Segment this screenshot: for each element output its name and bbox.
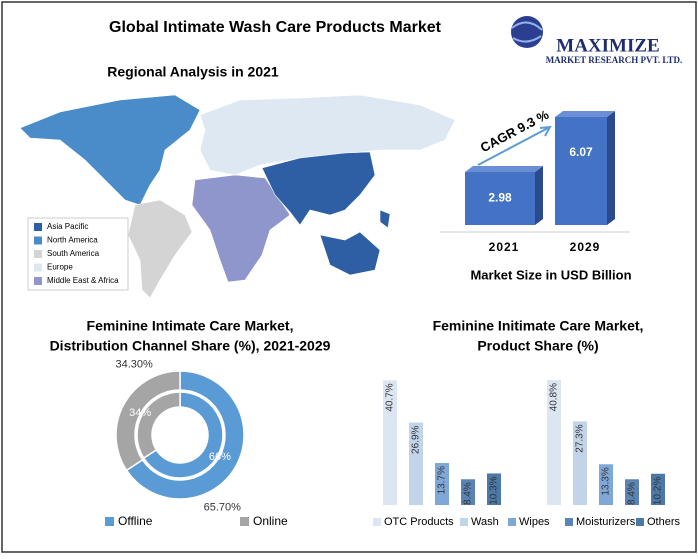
x-axis-label: Market Size in USD Billion [470,267,631,282]
category-label: 2029 [570,240,601,254]
legend-label: Europe [47,263,73,272]
chart-title: Distribution Channel Share (%), 2021-202… [50,338,331,354]
legend-swatch [240,517,249,526]
europe [199,94,456,176]
legend-label: Middle East & Africa [47,276,119,285]
donut-slice [125,370,245,500]
legend-swatch [508,518,516,526]
value-label: 8.4% [627,482,638,505]
value-label: 10.3% [489,476,500,504]
chart-title: Feminine Initimate Care Market, [433,318,644,334]
logo-name: MAXIMIZE [556,35,659,56]
legend-swatch [34,236,42,245]
value-label: 34.30% [115,359,153,371]
legend-swatch [34,263,42,272]
legend-swatch [636,518,644,526]
value-label: 65.70% [204,501,242,513]
cagr-arrow [477,125,552,166]
legend-box [27,217,129,291]
north-america [19,94,201,206]
bar-top [555,111,615,117]
legend-label: Asia Pacific [47,222,88,231]
legend-swatch [34,250,42,258]
legend-label: Wash [471,516,499,528]
legend-swatch [460,518,468,526]
world-map [19,94,456,299]
bar [461,479,475,505]
value-label: 13.3% [601,467,612,495]
bar [555,117,607,225]
donut-slice [142,391,224,479]
map-legend: Asia Pacific North America South America Eu… [27,217,129,291]
value-label: 8.4% [463,482,474,505]
bar [487,473,501,505]
logo-globe [511,16,543,48]
bar [651,473,665,505]
legend-label: South America [47,249,100,258]
value-label: 66% [209,451,231,463]
value-label: 26.9% [411,425,422,453]
bar-side [607,111,615,225]
value-label: 27.3% [575,424,586,452]
channel-donut: Feminine Intimate Care Market, Distributi… [50,318,331,528]
legend-swatch [34,277,42,285]
value-label: 13.7% [437,466,448,494]
bar [383,380,397,505]
middle-east-africa [191,174,291,283]
legend-swatch [373,518,381,526]
bar-side [535,165,543,225]
value-label: 10.2% [653,477,664,505]
bar [573,421,587,505]
logo-swoosh [511,21,543,43]
legend-label: Others [647,516,681,528]
logo-subtitle: MARKET RESEARCH PVT. LTD. [546,55,683,65]
legend-label: Moisturizers [576,516,636,528]
value-label: 40.8% [549,383,560,411]
value-label: 2.98 [488,191,512,205]
south-america [127,199,193,299]
title: Global Intimate Wash Care Products Marke… [109,19,442,36]
category-label: 2021 [489,240,520,254]
donut-slice [136,391,181,460]
logo: MAXIMIZE MARKET RESEARCH PVT. LTD. [511,16,682,65]
asia-pacific [261,151,391,276]
legend-swatch [34,223,42,231]
bar [435,463,449,505]
bar [599,464,613,505]
legend-label: OTC Products [384,516,454,528]
chart-title: Product Share (%) [477,338,598,354]
bar-top [465,165,543,172]
legend-label: Wipes [519,516,550,528]
chart-title: Feminine Intimate Care Market, [87,318,294,334]
bar [465,171,535,225]
bar [409,422,423,505]
legend-label: Online [253,514,288,528]
legend-swatch [105,517,114,526]
donut-slice [115,370,181,472]
legend-label: Offline [118,514,153,528]
bar [547,380,561,505]
map-title: Regional Analysis in 2021 [107,64,279,80]
legend-label: North America [47,236,98,245]
value-label: 34% [129,407,151,419]
bar [625,479,639,505]
product-share-chart: Feminine Initimate Care Market, Product S… [373,318,681,528]
legend-swatch [565,518,573,526]
value-label: 6.07 [569,145,593,159]
value-label: 40.7% [385,383,396,411]
